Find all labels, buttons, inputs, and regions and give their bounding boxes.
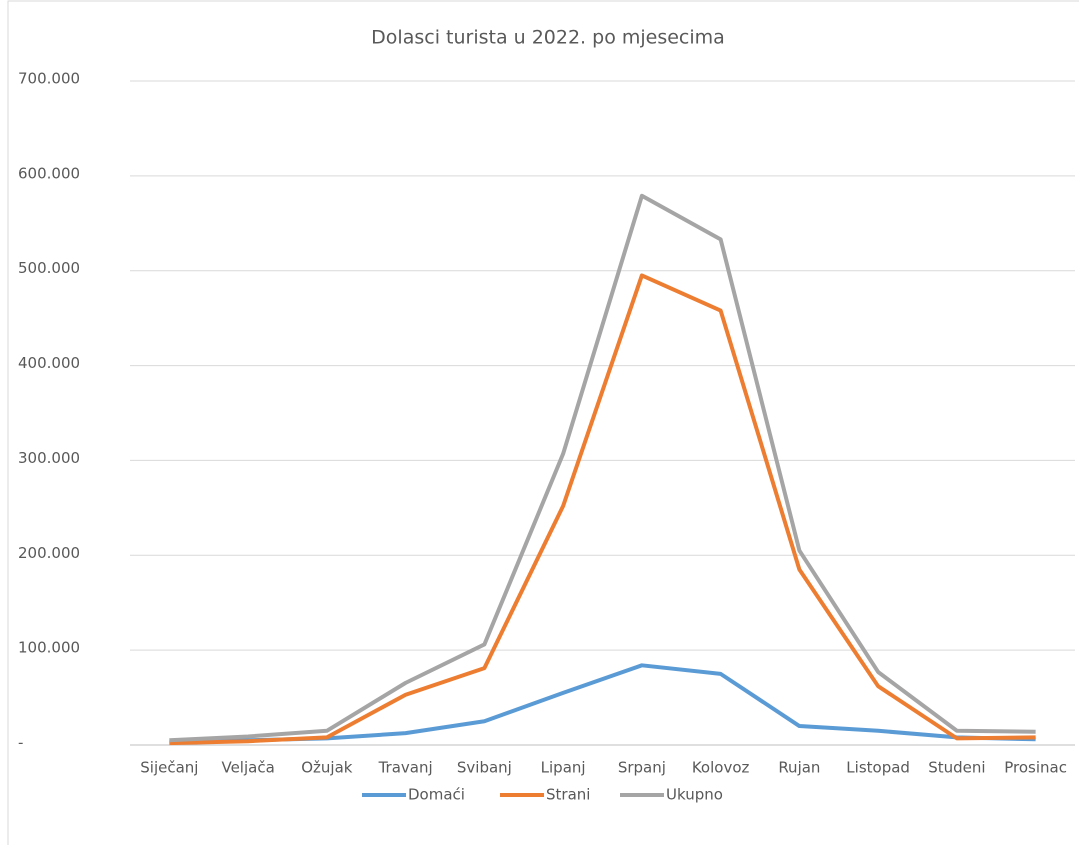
y-tick-label: 700.000 — [18, 70, 80, 88]
x-tick-label: Svibanj — [457, 759, 512, 777]
chart-title: Dolasci turista u 2022. po mjesecima — [371, 27, 725, 49]
y-tick-label: - — [18, 734, 23, 752]
y-tick-label: 300.000 — [18, 449, 80, 467]
series-line — [169, 193, 1036, 743]
x-tick-label: Studeni — [928, 759, 985, 777]
y-tick-label: 100.000 — [18, 639, 80, 657]
legend-label: Domaći — [408, 786, 465, 804]
x-tick-label: Listopad — [846, 759, 910, 777]
x-tick-label: Srpanj — [618, 759, 666, 777]
y-tick-label: 600.000 — [18, 164, 80, 182]
x-tick-label: Rujan — [778, 759, 820, 777]
x-tick-label: Lipanj — [541, 759, 586, 777]
x-tick-label: Veljača — [221, 759, 274, 777]
y-tick-label: 500.000 — [18, 259, 80, 277]
y-tick-label: 400.000 — [18, 354, 80, 372]
legend-label: Ukupno — [666, 786, 723, 804]
x-tick-label: Ožujak — [301, 759, 353, 777]
series-line — [169, 273, 1036, 746]
x-tick-label: Prosinac — [1004, 759, 1067, 777]
chart-border — [7, 0, 1079, 845]
y-tick-label: 200.000 — [18, 544, 80, 562]
x-tick-label: Kolovoz — [692, 759, 750, 777]
legend-label: Strani — [546, 786, 590, 804]
x-tick-label: Siječanj — [140, 759, 198, 777]
x-tick-label: Travanj — [378, 759, 433, 777]
